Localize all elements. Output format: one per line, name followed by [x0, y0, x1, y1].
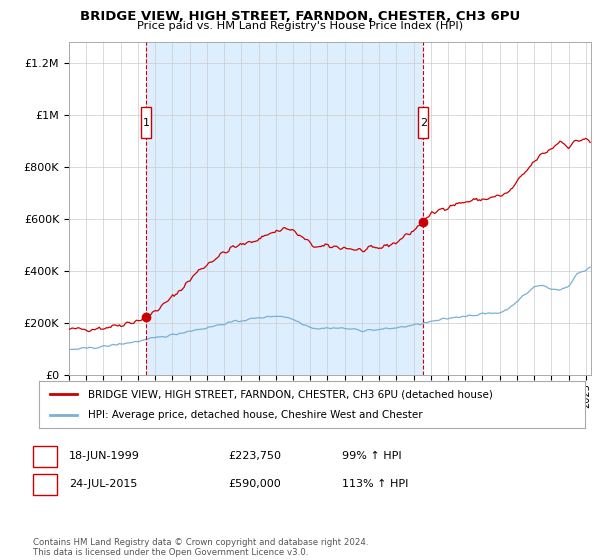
Bar [146, 42, 423, 375]
Text: HPI: Average price, detached house, Cheshire West and Chester: HPI: Average price, detached house, Ches… [88, 410, 423, 420]
Text: 24-JUL-2015: 24-JUL-2015 [69, 479, 137, 489]
Text: 1: 1 [41, 451, 49, 461]
FancyBboxPatch shape [418, 107, 428, 138]
Text: 2: 2 [419, 118, 427, 128]
Text: 113% ↑ HPI: 113% ↑ HPI [342, 479, 409, 489]
Text: 99% ↑ HPI: 99% ↑ HPI [342, 451, 401, 461]
FancyBboxPatch shape [141, 107, 151, 138]
Text: BRIDGE VIEW, HIGH STREET, FARNDON, CHESTER, CH3 6PU (detached house): BRIDGE VIEW, HIGH STREET, FARNDON, CHEST… [88, 389, 493, 399]
Text: Price paid vs. HM Land Registry's House Price Index (HPI): Price paid vs. HM Land Registry's House … [137, 21, 463, 31]
Text: 2: 2 [41, 479, 49, 489]
Text: £590,000: £590,000 [228, 479, 281, 489]
Text: 18-JUN-1999: 18-JUN-1999 [69, 451, 140, 461]
Text: 1: 1 [142, 118, 149, 128]
Text: £223,750: £223,750 [228, 451, 281, 461]
Text: Contains HM Land Registry data © Crown copyright and database right 2024.
This d: Contains HM Land Registry data © Crown c… [33, 538, 368, 557]
Text: BRIDGE VIEW, HIGH STREET, FARNDON, CHESTER, CH3 6PU: BRIDGE VIEW, HIGH STREET, FARNDON, CHEST… [80, 10, 520, 23]
